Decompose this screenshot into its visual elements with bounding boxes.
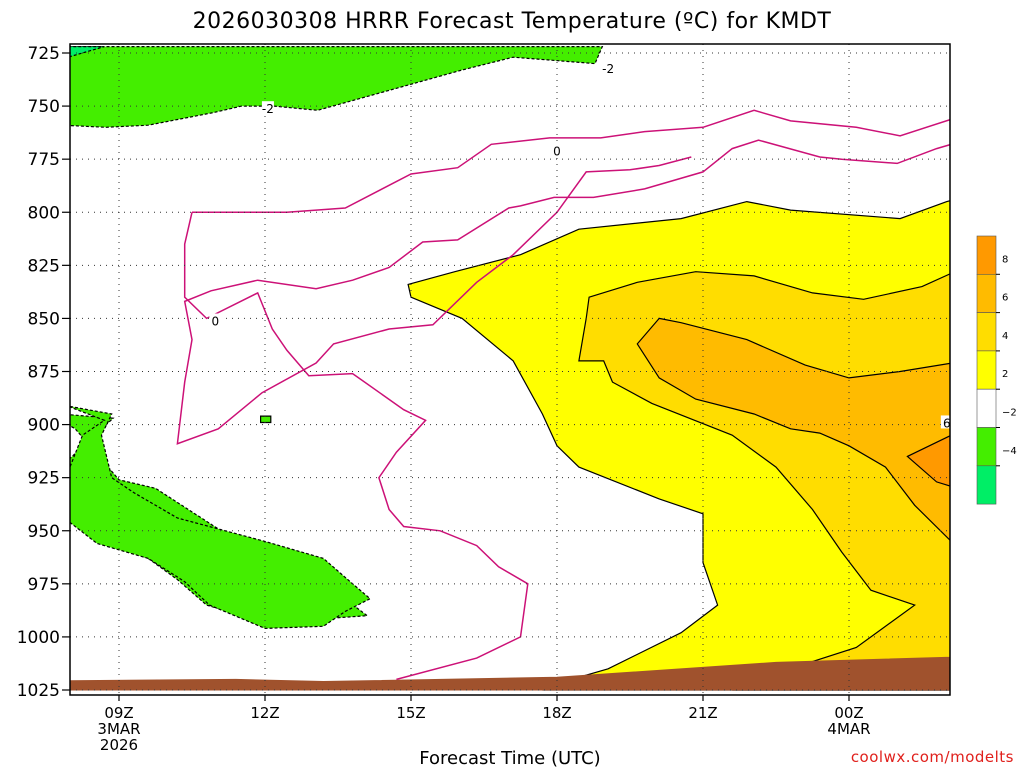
- colorbar-bin: [976, 465, 997, 505]
- line-zero-isotherm-c: [183, 212, 529, 681]
- x-tick-label: 00Z: [834, 704, 863, 722]
- y-tick-label: 875: [28, 363, 60, 383]
- x-tick-label: 15Z: [396, 704, 425, 722]
- colorbar-tick-label: 6: [1002, 293, 1008, 304]
- colorbar-tick-label: −2: [1002, 408, 1017, 419]
- x-tick-label: 2026: [100, 736, 138, 754]
- y-tick-label: 825: [28, 256, 60, 276]
- colorbar-bin: [976, 350, 997, 390]
- colorbar-tick-label: 2: [1002, 369, 1008, 380]
- contour-label-bg: [602, 60, 615, 74]
- y-tick-label: 800: [28, 203, 60, 223]
- y-tick-label: 975: [28, 575, 60, 595]
- y-tick-label: 750: [28, 97, 60, 117]
- y-tick-label: 950: [28, 522, 60, 542]
- y-tick-label: 1025: [17, 681, 60, 701]
- x-axis-label: Forecast Time (UTC): [419, 748, 600, 768]
- x-tick-label: 18Z: [542, 704, 571, 722]
- y-axis: 725 750 775 800 825 850 875 900 925 950 975 1000 102…: [17, 44, 70, 701]
- colorbar-bin: [976, 273, 997, 313]
- x-tick-label: 21Z: [688, 704, 717, 722]
- filled-regions: [70, 45, 950, 691]
- colorbar-tick-label: 4: [1002, 331, 1008, 342]
- contour-label-bg: [261, 101, 274, 115]
- region-warm-6: [636, 317, 950, 542]
- contour-label-bg: [551, 143, 563, 157]
- colorbar-tick-label: 8: [1002, 254, 1008, 265]
- x-tick-label: 3MAR: [97, 720, 140, 738]
- x-tick-label: 12Z: [250, 704, 279, 722]
- y-tick-label: 1000: [17, 628, 60, 648]
- contour-label: 0: [553, 145, 561, 159]
- y-tick-label: 900: [28, 416, 60, 436]
- chart-title: 2026030308 HRRR Forecast Temperature (ºC…: [193, 9, 832, 34]
- colorbar-bin: [976, 312, 997, 352]
- colorbar-bin: [976, 235, 997, 275]
- contour-label: -2: [602, 62, 614, 76]
- colorbar-bin: [976, 388, 997, 428]
- contour-label-bg: [209, 313, 222, 327]
- contour-label: 6: [943, 416, 951, 430]
- contour-label: 0: [212, 315, 220, 329]
- y-tick-label: 850: [28, 309, 60, 329]
- line-zero-isotherm: [176, 139, 950, 445]
- y-tick-label: 725: [28, 44, 60, 64]
- region-cold-dot: [260, 415, 272, 424]
- x-tick-label: 09Z: [104, 704, 133, 722]
- y-tick-label: 925: [28, 469, 60, 489]
- colorbar-bin: [976, 427, 997, 467]
- region-cold-left: [70, 405, 372, 630]
- contour-labels: -2 -2 0 0 6: [209, 60, 953, 430]
- colorbar-tick-label: −4: [1002, 446, 1017, 457]
- region-cold-top: [70, 45, 604, 128]
- contour-label: -2: [262, 102, 274, 116]
- region-cold-core: [70, 45, 105, 58]
- y-tick-label: 775: [28, 150, 60, 170]
- colorbar-legend: 8 6 4 2 −2 −4: [976, 235, 1017, 505]
- region-warm-8: [906, 435, 950, 487]
- credit-link[interactable]: coolwx.com/modelts: [851, 748, 1014, 766]
- x-tick-label: 4MAR: [827, 720, 870, 738]
- plot-frame: [69, 43, 951, 696]
